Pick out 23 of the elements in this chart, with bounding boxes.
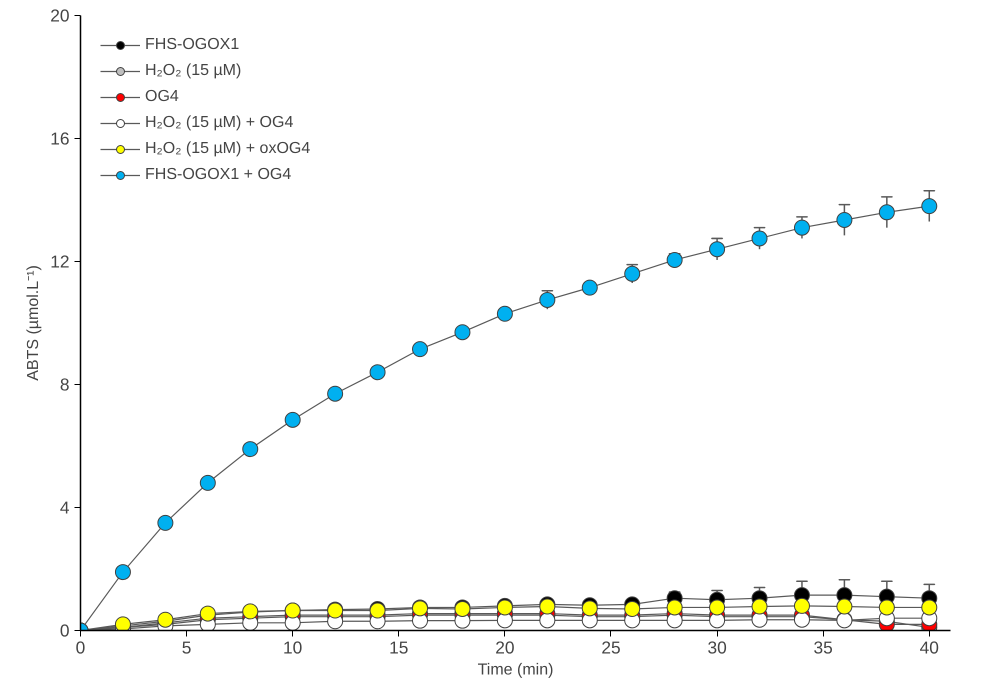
y-tick-label: 4	[60, 498, 70, 518]
y-tick-label: 0	[60, 620, 70, 640]
x-tick-label: 40	[920, 638, 939, 658]
legend-label: H₂O₂ (15 µM) + oxOG4	[145, 140, 310, 158]
legend-label: OG4	[145, 88, 179, 106]
legend-label: FHS-OGOX1 + OG4	[145, 166, 292, 184]
x-tick-label: 5	[182, 638, 192, 658]
y-tick-label: 20	[50, 6, 70, 26]
x-tick-label: 15	[389, 638, 408, 658]
legend-label: H₂O₂ (15 µM)	[145, 62, 242, 80]
x-tick-label: 10	[283, 638, 302, 658]
y-tick-label: 16	[50, 128, 70, 148]
x-tick-label: 30	[707, 638, 727, 658]
x-tick-label: 25	[601, 638, 621, 658]
y-axis-title: ABTS (µmol.L⁻¹)	[25, 265, 42, 381]
legend-label: FHS-OGOX1	[145, 36, 240, 54]
x-tick-label: 20	[495, 638, 515, 658]
x-axis-title: Time (min)	[478, 662, 554, 678]
legend-label: H₂O₂ (15 µM) + OG4	[145, 114, 294, 132]
y-tick-label: 12	[50, 252, 70, 272]
x-tick-label: 0	[76, 638, 86, 658]
y-tick-label: 8	[60, 374, 70, 394]
x-tick-label: 35	[814, 638, 833, 658]
